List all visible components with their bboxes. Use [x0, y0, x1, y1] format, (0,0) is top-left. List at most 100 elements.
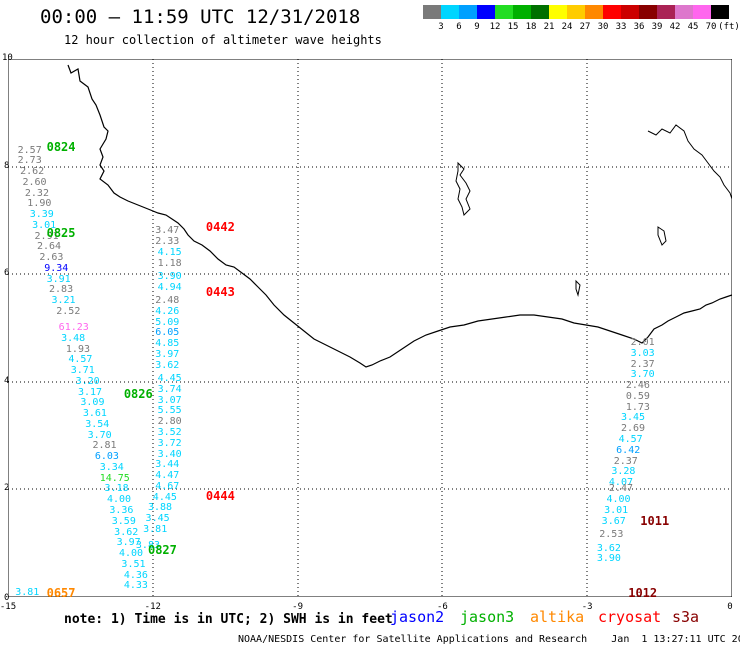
wave-height-value: 3.45	[145, 513, 170, 525]
pass-time-label: 0442	[205, 220, 235, 235]
wave-height-value: 4.57	[618, 433, 643, 445]
wave-height-value: 3.48	[61, 332, 86, 344]
color-legend	[423, 5, 729, 19]
wave-height-value: 2.73	[17, 155, 42, 167]
legend-label: 18	[525, 22, 537, 32]
wave-height-value: 4.00	[106, 494, 132, 506]
wave-height-value: 14.75	[99, 472, 130, 484]
wave-height-value: 3.70	[87, 429, 112, 441]
wave-height-value: 3.97	[155, 348, 180, 360]
footer-credit: NOAA/NESDIS Center for Satellite Applica…	[238, 634, 740, 645]
pass-time-label: 0827	[147, 543, 177, 558]
legend-label: (ft)	[718, 22, 740, 32]
legend-swatch	[513, 5, 531, 19]
wave-height-value: 3.51	[121, 558, 146, 570]
wave-height-value: 2.32	[24, 187, 49, 199]
wave-height-value: 3.03	[630, 347, 655, 359]
wave-height-value: 3.72	[157, 437, 182, 449]
wave-height-value: 2.48	[155, 295, 180, 307]
satellite-legend-item: cryosat	[598, 608, 662, 626]
legend-swatch	[639, 5, 657, 19]
map-canvas	[8, 59, 732, 597]
legend-label: 3	[438, 22, 444, 32]
legend-label: 15	[507, 22, 519, 32]
wave-height-value: 3.67	[601, 515, 626, 527]
northeast-coast	[647, 124, 732, 200]
wave-height-value: 4.07	[608, 477, 633, 489]
wave-height-value: 3.28	[611, 466, 636, 478]
wave-height-value: 3.20	[75, 375, 100, 387]
wave-height-value: 3.71	[70, 365, 95, 377]
wave-height-value: 2.60	[22, 176, 47, 188]
wave-height-value: 3.62	[114, 526, 139, 538]
wave-height-value: 2.33	[155, 235, 180, 247]
wave-height-value: 1.18	[157, 257, 182, 269]
wave-height-value: 3.40	[157, 448, 182, 460]
wave-height-value: 61.23	[58, 322, 89, 334]
wave-height-value: 3.70	[630, 369, 655, 381]
x-tick-label: -12	[144, 602, 161, 612]
wave-height-value: 6.42	[616, 444, 641, 456]
pass-time-label: 0825	[46, 225, 76, 240]
wave-height-value: 3.81	[143, 523, 168, 535]
legend-label: 33	[615, 22, 627, 32]
y-tick-label: 8	[4, 160, 10, 171]
wave-height-value: 4.85	[155, 338, 180, 350]
wave-height-value: 3.54	[85, 418, 110, 430]
page-subtitle: 12 hour collection of altimeter wave hei…	[64, 33, 382, 47]
y-tick-label: 4	[4, 375, 10, 386]
island-outline	[575, 279, 581, 297]
legend-swatch	[423, 5, 441, 19]
pass-time-label: 0657	[46, 586, 76, 601]
wave-height-value: 9.34	[44, 262, 69, 274]
legend-label: 45	[687, 22, 699, 32]
legend-swatch	[567, 5, 585, 19]
wave-height-value: 2.37	[613, 455, 638, 467]
wave-height-value: 4.57	[68, 354, 93, 366]
legend-label: 9	[474, 22, 480, 32]
wave-height-value: 4.36	[123, 569, 148, 581]
wave-height-value: 3.45	[620, 412, 646, 424]
wave-height-value: 2.64	[36, 241, 62, 253]
wave-height-value: 3.52	[157, 426, 182, 438]
legend-label: 12	[489, 22, 501, 32]
pass-time-label: 0826	[123, 387, 153, 402]
y-tick-label: 0	[4, 593, 10, 603]
wave-height-value: 3.62	[155, 359, 180, 371]
wave-height-value: 0.59	[625, 390, 650, 402]
y-tick-label: 2	[4, 483, 10, 494]
wave-height-value: 6.03	[94, 451, 119, 463]
wave-height-value: 3.09	[80, 397, 105, 409]
map-plot: 2.57 2.73 2.62 2.60 2.32 1.90 3.39 3.01 2.91 2.64…	[8, 59, 732, 601]
legend-label: 21	[543, 22, 555, 32]
wave-height-value: 2.47	[608, 483, 633, 495]
wave-height-value: 3.97	[116, 537, 141, 549]
wave-height-value: 3.07	[157, 394, 182, 406]
wave-height-value: 3.17	[77, 386, 103, 398]
wave-height-value: 2.81	[92, 440, 117, 452]
legend-swatch	[693, 5, 711, 19]
wave-height-value: 3.44	[155, 459, 180, 471]
legend-swatch	[585, 5, 603, 19]
wave-height-value: 3.59	[111, 515, 136, 527]
wave-height-value: 6.05	[155, 327, 180, 339]
wave-height-value: 2.53	[599, 529, 624, 541]
legend-swatch	[531, 5, 549, 19]
wave-height-value: 4.33	[123, 580, 148, 592]
legend-label: 27	[579, 22, 591, 32]
satellite-legend-item: jason2	[390, 608, 445, 626]
wave-height-value: 3.39	[29, 209, 54, 221]
wave-height-value: 5.09	[155, 316, 180, 328]
legend-swatch	[603, 5, 621, 19]
legend-swatch	[459, 5, 477, 19]
wave-height-value: 2.83	[49, 284, 74, 296]
wave-height-value: 3.36	[109, 504, 134, 516]
wave-height-value: 4.00	[119, 548, 144, 560]
wave-height-value: 4.15	[157, 246, 182, 258]
legend-label: 70	[705, 22, 717, 32]
wave-height-value: 3.01	[604, 504, 629, 516]
legend-label: 42	[669, 22, 681, 32]
wave-height-value: 3.91	[46, 273, 71, 285]
legend-swatch	[675, 5, 693, 19]
wave-height-value: 3.74	[157, 383, 182, 395]
